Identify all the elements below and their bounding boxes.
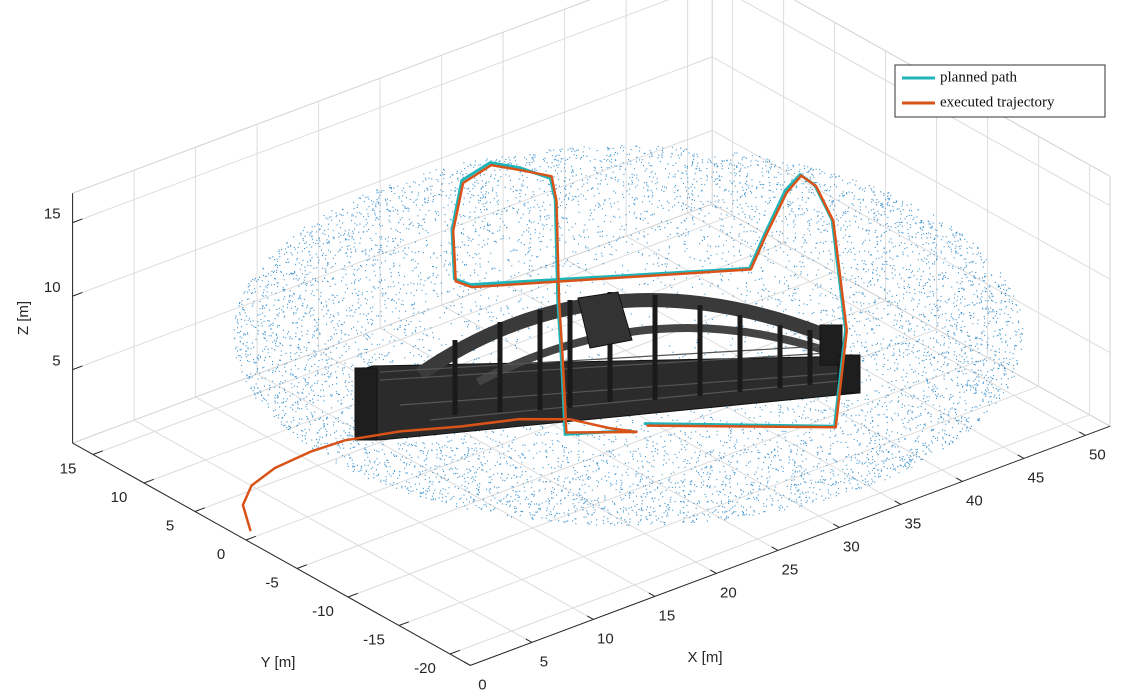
x-tick-label: 40 [966,492,983,509]
y-tick [296,564,308,569]
legend-box [894,64,1106,118]
x-tick [710,569,717,574]
x-tick-label: 10 [597,630,614,647]
x-axis-label: X [m] [687,649,722,666]
x-tick [525,638,533,643]
x-tick [894,500,902,505]
z-tick [72,218,83,224]
trajectory-line [241,163,849,532]
bridge-abutment [354,367,378,441]
bridge-tower [577,291,633,349]
grid-line [133,419,533,643]
z-tick [72,291,83,297]
x-tick-label: 35 [905,515,922,532]
x-tick [464,661,471,666]
grid-line [711,56,1111,280]
x-tick [1017,454,1025,459]
x-tick-label: 15 [659,607,676,624]
x-tick [587,615,594,620]
z-tick-label: 15 [44,206,61,223]
z-tick-label: 5 [52,353,60,370]
x-axis [470,425,1111,666]
y-tick-label: 10 [111,489,128,506]
grid-line [256,373,656,597]
bridge-abutment [819,324,843,366]
grid-line [449,414,1090,655]
y-tick-label: -15 [363,631,385,648]
grid-line [347,357,988,598]
x-tick-label: 0 [478,676,486,690]
y-tick [398,621,410,626]
grid-line [195,396,594,620]
z-tick-label: 10 [44,279,61,296]
y-axis-label: Y [m] [261,654,296,671]
grid-line [143,243,784,484]
x-tick-label: 30 [843,538,860,555]
x-tick [771,546,779,551]
grid-line [92,214,733,455]
y-tick-label: 15 [60,460,77,477]
x-tick-label: 20 [720,584,737,601]
legend-label: planned path [940,69,1018,85]
box-edge [72,203,713,444]
x-tick-label: 45 [1028,469,1045,486]
box-edge [711,203,1111,427]
y-tick-label: -5 [265,574,278,591]
grid-line [72,0,670,224]
grid-line [72,129,713,371]
y-tick-label: -20 [414,660,436,677]
grid-line [687,212,1086,436]
y-axis [72,442,471,666]
x-tick-label: 50 [1089,446,1106,463]
x-tick [956,477,963,482]
y-tick [245,535,257,541]
legend-label: executed trajectory [940,94,1055,110]
x-tick [648,592,656,597]
y-tick [143,478,155,484]
z-tick [72,365,83,371]
y-tick-label: 0 [217,546,225,563]
y-tick [92,450,104,455]
y-tick-label: 5 [166,517,174,534]
y-tick [449,649,461,655]
axis-labels: X [m] Y [m] Z [m] [15,301,723,671]
y-tick-label: -10 [312,603,334,620]
x-tick [833,523,840,528]
x-tick-label: 25 [782,561,799,578]
z-axis-label: Z [m] [15,301,32,335]
bridge-mesh [354,291,861,441]
y-tick [347,592,359,598]
y-tick [194,507,206,512]
bridge-hangers [452,292,813,415]
trajectories [241,161,849,532]
x-tick-label: 5 [540,653,548,670]
box-edge [72,0,591,194]
x-tick [1079,431,1086,436]
grid-line [711,129,1111,354]
grid-line [441,304,840,528]
legend: planned path executed trajectory [894,64,1106,118]
grid-line [72,56,713,297]
